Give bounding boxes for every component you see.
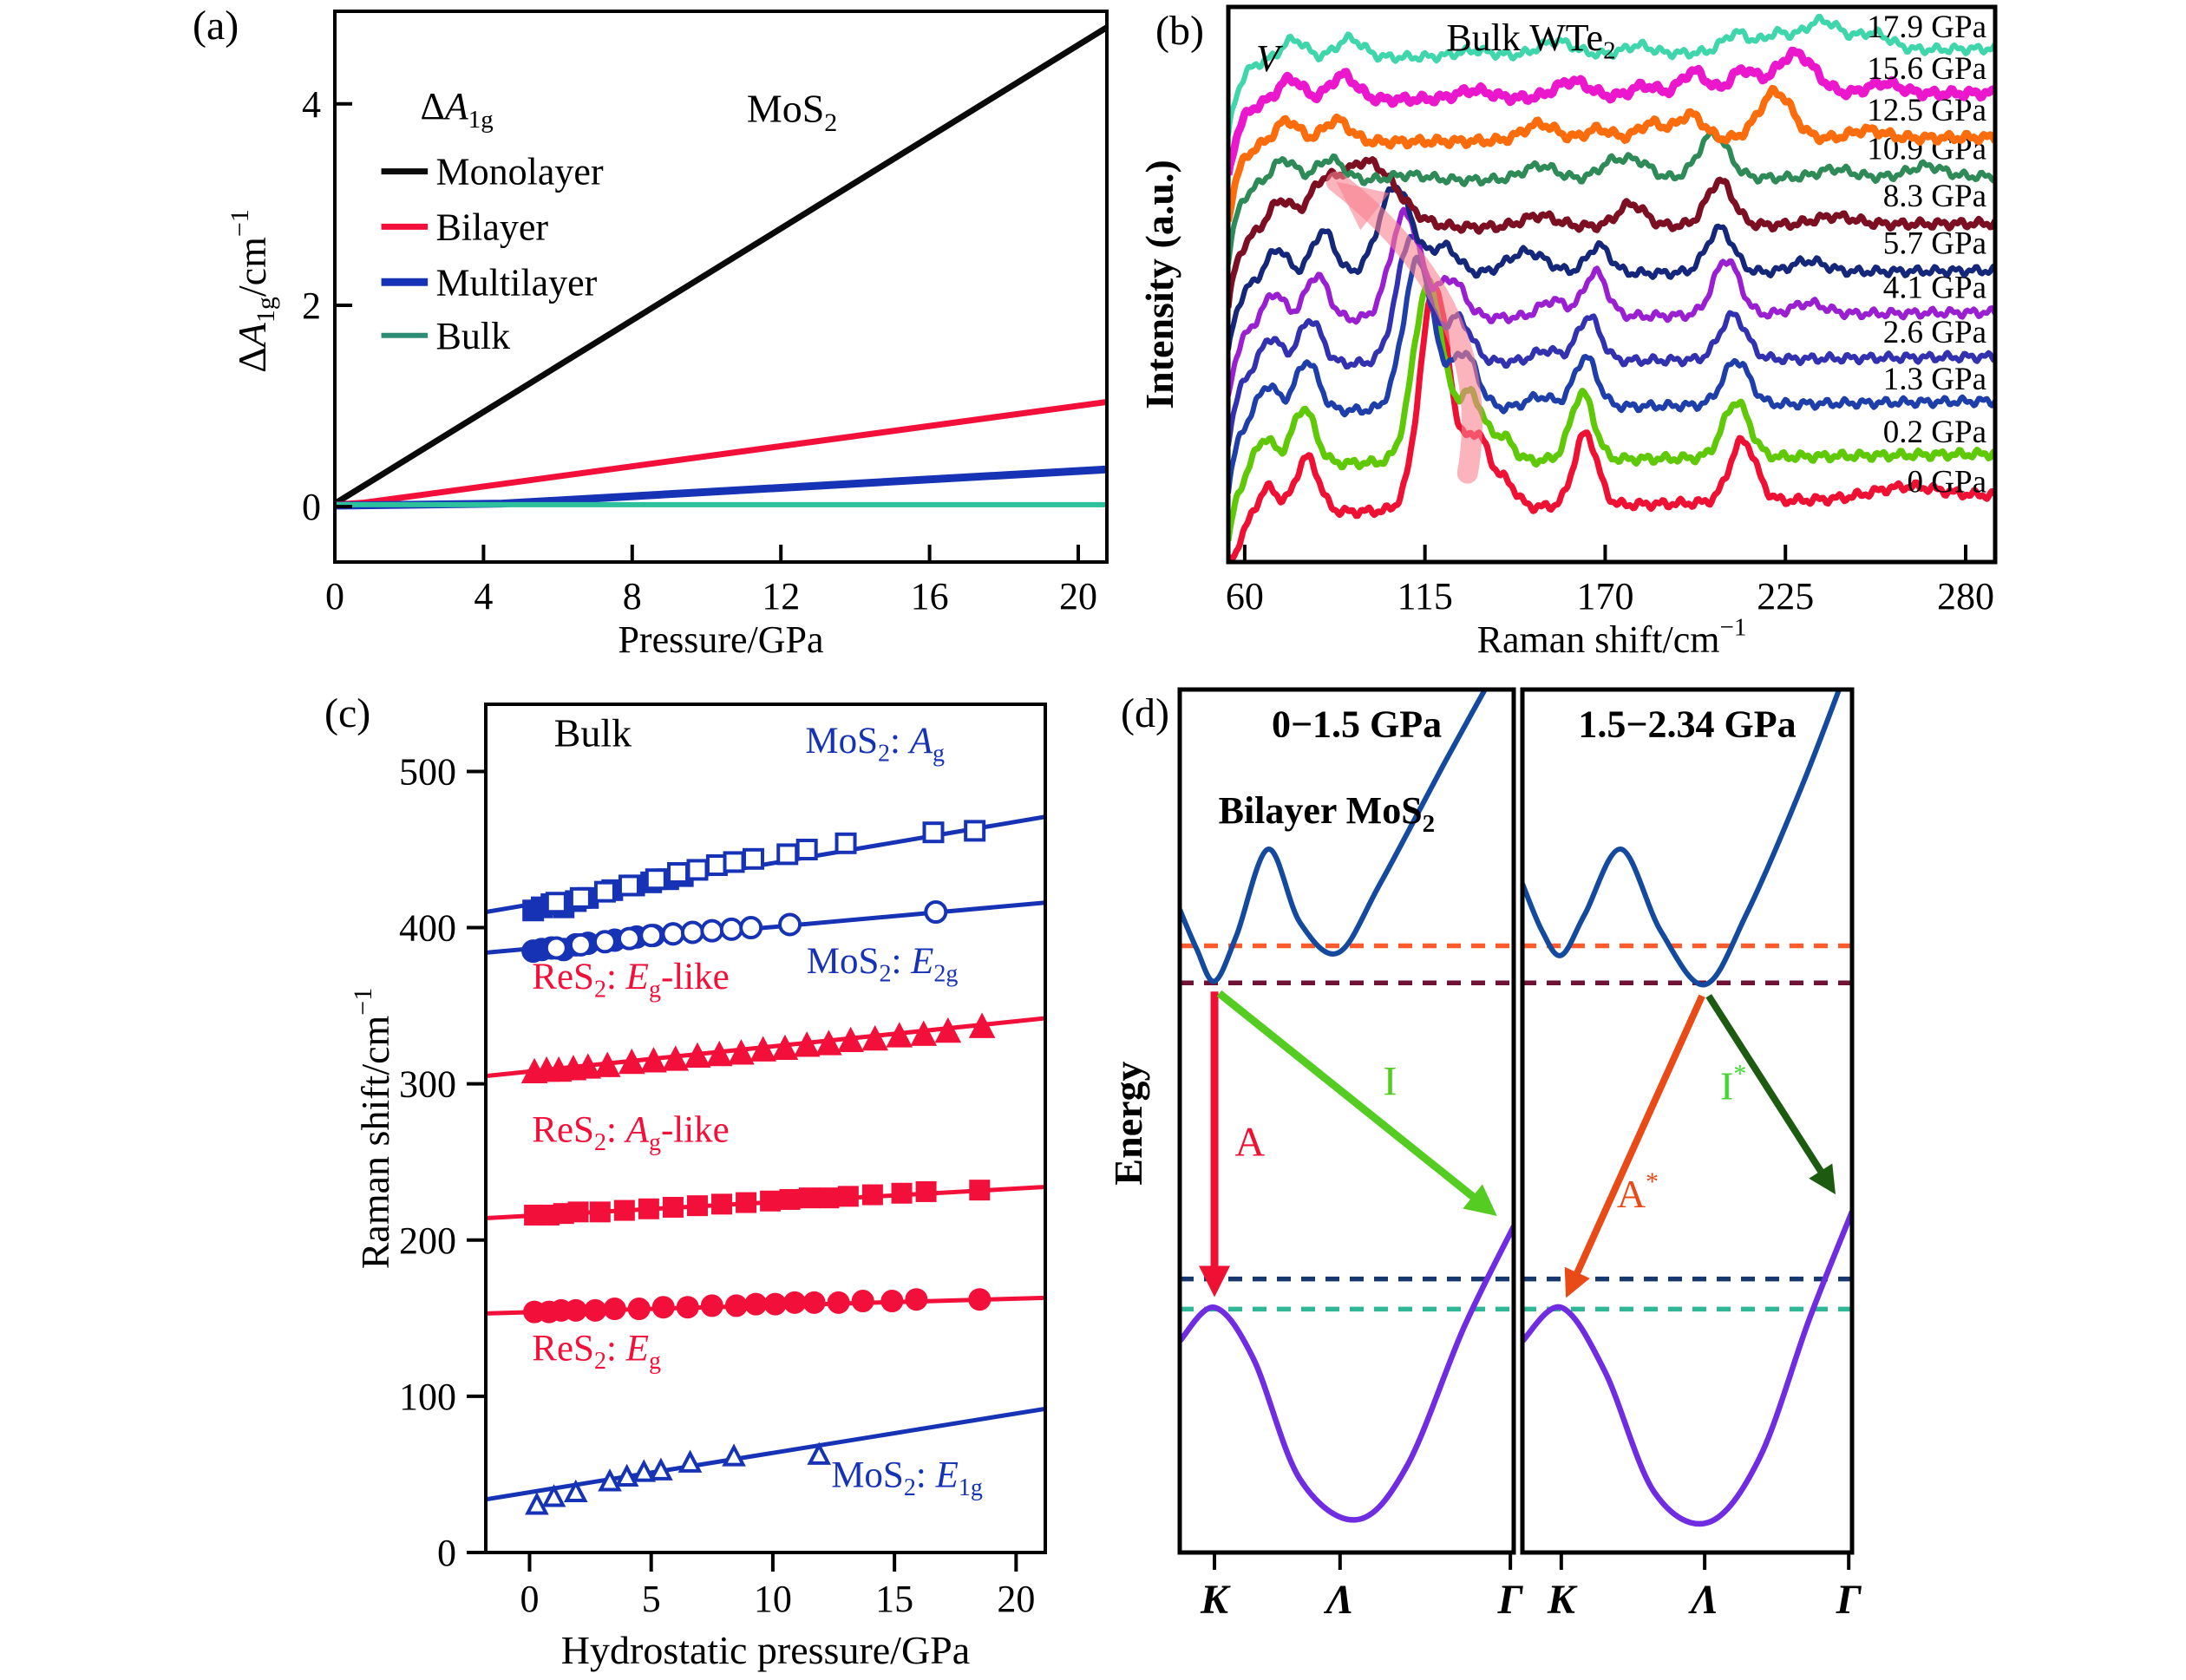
svg-text:ΔA1g/cm−1: ΔA1g/cm−1 bbox=[226, 209, 280, 373]
svg-text:2.6 GPa: 2.6 GPa bbox=[1883, 315, 1986, 350]
svg-text:2: 2 bbox=[302, 284, 321, 327]
spectrum-15.6-GPa bbox=[1228, 46, 1995, 176]
panel-b-label: (b) bbox=[1155, 8, 1204, 54]
svg-text:0 GPa: 0 GPa bbox=[1908, 465, 1986, 500]
svg-text:I: I bbox=[1384, 1059, 1397, 1105]
svg-text:4: 4 bbox=[302, 83, 321, 126]
svg-text:500: 500 bbox=[399, 750, 456, 793]
series-monolayer bbox=[335, 24, 1107, 507]
svg-text:ΔA1g: ΔA1g bbox=[421, 85, 494, 134]
spectrum-17.9-GPa bbox=[1228, 13, 1995, 136]
svg-text:225: 225 bbox=[1757, 575, 1814, 618]
spectrum-12.5-GPa bbox=[1228, 84, 1995, 222]
svg-text:Pressure/GPa: Pressure/GPa bbox=[618, 618, 823, 661]
svg-text:ReS2: Ag-like: ReS2: Ag-like bbox=[532, 1109, 729, 1156]
svg-text:Γ: Γ bbox=[1497, 1577, 1524, 1623]
svg-text:280: 280 bbox=[1937, 575, 1994, 618]
svg-text:5: 5 bbox=[642, 1578, 661, 1620]
svg-text:Bilayer: Bilayer bbox=[436, 206, 549, 248]
svg-text:15.6 GPa: 15.6 GPa bbox=[1867, 51, 1986, 87]
svg-text:5.7 GPa: 5.7 GPa bbox=[1883, 226, 1986, 261]
spectrum-1.3-GPa bbox=[1228, 254, 1995, 494]
panel-d-label: (d) bbox=[1121, 690, 1169, 736]
svg-text:16: 16 bbox=[911, 575, 949, 618]
peak-shift-arrow bbox=[1325, 171, 1483, 484]
fit-line-MoS2-E1g bbox=[486, 1406, 1045, 1502]
svg-text:MoS2: Ag: MoS2: Ag bbox=[805, 721, 945, 768]
conduction-band bbox=[1180, 690, 1489, 984]
svg-text:MoS2: MoS2 bbox=[747, 87, 837, 137]
svg-text:20: 20 bbox=[1059, 575, 1097, 618]
svg-text:Monolayer: Monolayer bbox=[436, 151, 604, 193]
svg-text:4: 4 bbox=[474, 575, 493, 618]
svg-text:60: 60 bbox=[1226, 575, 1264, 618]
svg-text:Bulk WTe2: Bulk WTe2 bbox=[1446, 16, 1615, 65]
svg-text:12: 12 bbox=[762, 575, 800, 618]
svg-text:I*: I* bbox=[1720, 1059, 1746, 1108]
svg-text:0: 0 bbox=[302, 486, 321, 528]
svg-text:MoS2: E1g: MoS2: E1g bbox=[831, 1454, 983, 1501]
svg-text:Energy: Energy bbox=[1106, 1061, 1150, 1185]
svg-text:170: 170 bbox=[1576, 575, 1633, 618]
svg-text:Bilayer MoS2: Bilayer MoS2 bbox=[1219, 789, 1436, 838]
svg-text:Raman shift/cm−1: Raman shift/cm−1 bbox=[349, 988, 397, 1269]
series-multilayer bbox=[335, 465, 1107, 510]
svg-text:MoS2: E2g: MoS2: E2g bbox=[807, 941, 959, 988]
panel-c-label: (c) bbox=[324, 690, 371, 736]
svg-text:0.2 GPa: 0.2 GPa bbox=[1883, 415, 1986, 450]
svg-text:V: V bbox=[1256, 37, 1284, 80]
svg-text:10: 10 bbox=[754, 1578, 792, 1620]
svg-text:0−1.5 GPa: 0−1.5 GPa bbox=[1272, 703, 1442, 746]
svg-text:100: 100 bbox=[399, 1376, 456, 1418]
svg-text:8: 8 bbox=[623, 575, 642, 618]
svg-text:15: 15 bbox=[875, 1578, 913, 1620]
svg-text:Bulk: Bulk bbox=[554, 711, 632, 755]
svg-text:Λ: Λ bbox=[1324, 1577, 1354, 1623]
panel-d-chart: A I K Λ Γ 0−1.5 GPa Bilayer MoS2 A* I* K Λ Γ 1.5−2.3… bbox=[1106, 687, 1862, 1623]
spectrum-10.9-GPa bbox=[1228, 127, 1995, 265]
conduction-band bbox=[1522, 690, 1842, 988]
panel-a-chart: 0 4 8 12 16 20 0 2 4 Pressure/GPa ΔA1g/cm−1 ΔA1g Mon… bbox=[226, 10, 1109, 661]
svg-text:K: K bbox=[1547, 1577, 1578, 1623]
svg-text:ReS2: Eg-like: ReS2: Eg-like bbox=[532, 957, 729, 1003]
svg-text:8.3 GPa: 8.3 GPa bbox=[1883, 179, 1986, 214]
valence-band bbox=[1180, 1225, 1514, 1523]
svg-text:1.5−2.34 GPa: 1.5−2.34 GPa bbox=[1578, 703, 1796, 746]
svg-text:Raman shift/cm−1: Raman shift/cm−1 bbox=[1477, 614, 1747, 661]
svg-text:Multilayer: Multilayer bbox=[436, 261, 598, 304]
svg-text:A*: A* bbox=[1617, 1167, 1659, 1216]
svg-text:0: 0 bbox=[437, 1532, 456, 1574]
svg-text:300: 300 bbox=[399, 1063, 456, 1106]
svg-text:Λ: Λ bbox=[1688, 1577, 1718, 1623]
svg-text:Hydrostatic pressure/GPa: Hydrostatic pressure/GPa bbox=[561, 1628, 970, 1672]
svg-text:A: A bbox=[1235, 1119, 1266, 1165]
svg-text:17.9 GPa: 17.9 GPa bbox=[1867, 10, 1986, 45]
svg-text:ReS2: Eg: ReS2: Eg bbox=[532, 1328, 661, 1375]
svg-text:Bulk: Bulk bbox=[436, 315, 511, 357]
svg-text:1.3 GPa: 1.3 GPa bbox=[1883, 362, 1986, 397]
valence-band bbox=[1522, 1210, 1852, 1527]
svg-text:400: 400 bbox=[399, 907, 456, 950]
svg-text:4.1 GPa: 4.1 GPa bbox=[1883, 271, 1986, 306]
spectrum-4.1-GPa bbox=[1228, 206, 1995, 396]
svg-text:0: 0 bbox=[520, 1578, 539, 1620]
svg-text:K: K bbox=[1200, 1577, 1231, 1623]
spectrum-0.2-GPa bbox=[1228, 277, 1995, 542]
panel-a-label: (a) bbox=[193, 3, 239, 49]
spectrum-2.6-GPa bbox=[1228, 233, 1995, 447]
spectrum-5.7-GPa bbox=[1228, 185, 1995, 350]
svg-text:Γ: Γ bbox=[1836, 1577, 1862, 1623]
svg-text:20: 20 bbox=[997, 1578, 1035, 1620]
svg-text:200: 200 bbox=[399, 1219, 456, 1262]
panel-b-chart: 0 GPa 0.2 GPa 1.3 GPa 2.6 GPa 4.1 GPa 5.7 GPa… bbox=[1137, 4, 1998, 661]
spectrum-0-GPa bbox=[1228, 285, 1995, 561]
svg-text:0: 0 bbox=[325, 575, 344, 618]
svg-text:115: 115 bbox=[1397, 575, 1452, 618]
spectrum-8.3-GPa bbox=[1228, 156, 1995, 309]
svg-text:Intensity (a.u.): Intensity (a.u.) bbox=[1137, 160, 1181, 409]
